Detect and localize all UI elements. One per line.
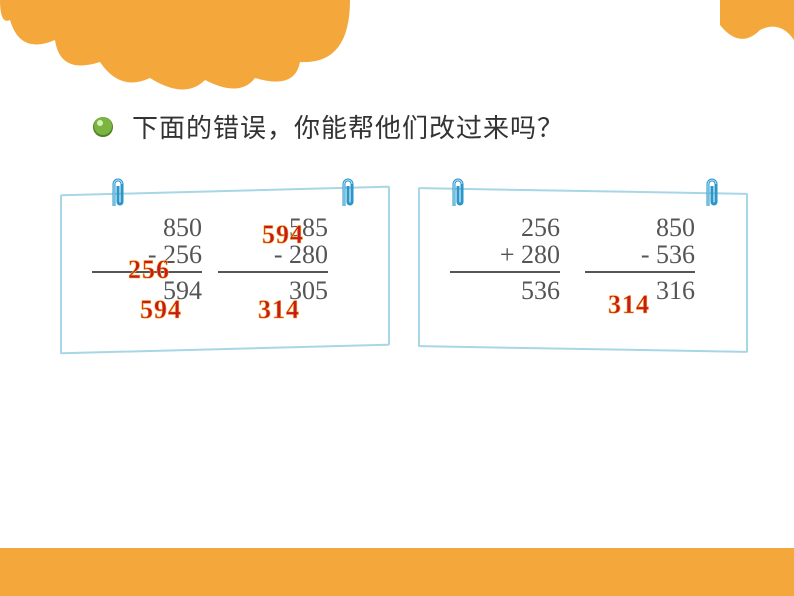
- correction-overlay: 314: [258, 295, 300, 325]
- calc-mid: 280: [521, 240, 560, 269]
- calc-mid-row: - 536: [585, 241, 695, 268]
- bullet-dot-icon: [92, 116, 114, 138]
- paperclip-icon: [108, 176, 128, 215]
- calc-mid-row: + 280: [450, 241, 560, 268]
- calc-mid: 536: [656, 240, 695, 269]
- calc-rule: [218, 271, 328, 273]
- calc-top: 850: [92, 214, 202, 241]
- paperclip-icon: [338, 176, 358, 215]
- correction-overlay: 314: [608, 290, 650, 320]
- calc-rule: [450, 271, 560, 273]
- calc-op: +: [500, 240, 515, 269]
- correction-overlay: 256: [128, 255, 170, 285]
- correction-overlay: 594: [262, 220, 304, 250]
- calc-top: 256: [450, 214, 560, 241]
- question-text: 下面的错误，你能帮他们改过来吗？: [132, 108, 564, 145]
- paperclip-icon: [702, 176, 722, 215]
- calc-rule: [585, 271, 695, 273]
- calc-bot: 536: [450, 277, 560, 304]
- calc-right-1: 256 + 280 536: [450, 214, 560, 304]
- paperclip-icon: [448, 176, 468, 215]
- top-cloud-decoration: [0, 0, 794, 90]
- calc-top: 850: [585, 214, 695, 241]
- question-row: 下面的错误，你能帮他们改过来吗？: [92, 108, 564, 145]
- bottom-bar: [0, 548, 794, 596]
- correction-overlay: 594: [140, 295, 182, 325]
- calc-op: -: [641, 240, 650, 269]
